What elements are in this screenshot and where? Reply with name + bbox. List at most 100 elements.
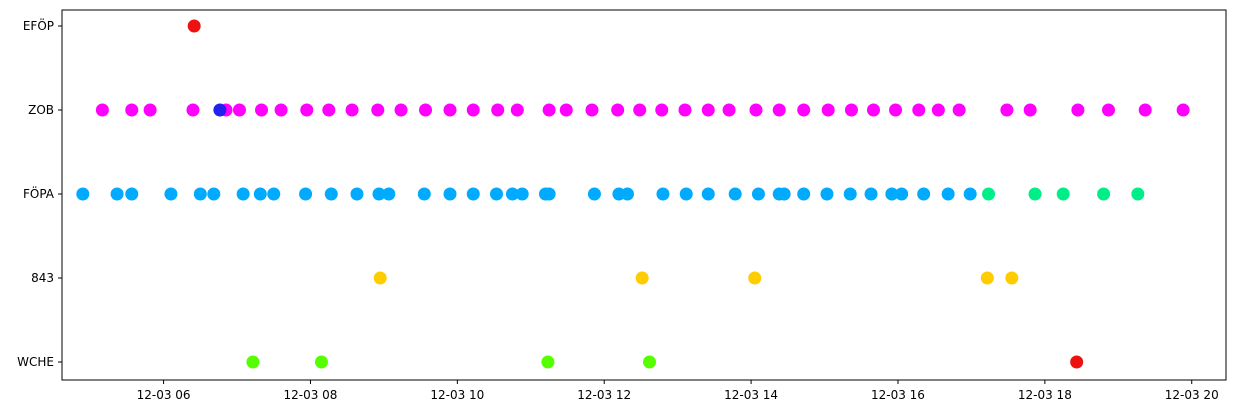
- data-point-fopa: [515, 187, 529, 201]
- data-point-zob: [186, 103, 200, 117]
- data-point-efop: [187, 19, 201, 33]
- data-point-fopa: [963, 187, 977, 201]
- data-point-zob: [772, 103, 786, 117]
- data-point-zob: [912, 103, 926, 117]
- plot-frame: [61, 9, 1227, 381]
- data-point-wche: [643, 355, 657, 369]
- data-point-zob: [232, 103, 246, 117]
- data-point-fopa: [679, 187, 693, 201]
- x-tick-label: 12-03 14: [724, 388, 778, 402]
- data-point-zob: [1176, 103, 1190, 117]
- data-point-843: [1005, 271, 1019, 285]
- data-point-fopa: [751, 187, 765, 201]
- data-point-fopa: [490, 187, 504, 201]
- data-point-843: [748, 271, 762, 285]
- data-point-fopa: [917, 187, 931, 201]
- x-tick-label: 12-03 08: [283, 388, 337, 402]
- data-point-zob: [633, 103, 647, 117]
- data-point-zob: [559, 103, 573, 117]
- data-point-zob: [701, 103, 715, 117]
- data-point-fopa: [110, 187, 124, 201]
- data-point-wche: [541, 355, 555, 369]
- data-point-fopa: [885, 187, 899, 201]
- data-point-fopa: [236, 187, 250, 201]
- data-point-fopa: [728, 187, 742, 201]
- data-point-fopa: [466, 187, 480, 201]
- data-point-fopa: [443, 187, 457, 201]
- data-point-wche: [1070, 355, 1084, 369]
- data-point-zob: [952, 103, 966, 117]
- data-point-wche: [314, 355, 328, 369]
- data-point-zob: [866, 103, 880, 117]
- data-point-zob: [889, 103, 903, 117]
- data-point-fopa: [382, 187, 396, 201]
- data-point-fopa: [864, 187, 878, 201]
- data-point-zob: [95, 103, 109, 117]
- data-point-zob: [844, 103, 858, 117]
- y-tick-label-fopa: FÖPA: [23, 185, 55, 201]
- y-tick-label-zob: ZOB: [28, 103, 54, 117]
- data-point-fopa: [253, 187, 267, 201]
- data-point-zob: [300, 103, 314, 117]
- data-point-zob: [931, 103, 945, 117]
- data-point-843: [373, 271, 387, 285]
- data-point-zob: [1071, 103, 1085, 117]
- data-point-fopa: [299, 187, 313, 201]
- data-point-zob: [1023, 103, 1037, 117]
- data-point-fopa: [76, 187, 90, 201]
- data-point-zob: [371, 103, 385, 117]
- data-point-zob: [274, 103, 288, 117]
- data-point-zob: [255, 103, 269, 117]
- data-point-fopa: [164, 187, 178, 201]
- data-point-zob: [491, 103, 505, 117]
- data-point-fopa: [193, 187, 207, 201]
- data-point-fopa: [620, 187, 634, 201]
- data-point-fopa: [125, 187, 139, 201]
- data-point-fopa: [207, 187, 221, 201]
- data-point-fopa: [656, 187, 670, 201]
- data-point-fopa: [350, 187, 364, 201]
- x-tick-label: 12-03 06: [137, 388, 191, 402]
- data-point-zob: [510, 103, 524, 117]
- data-point-zob: [443, 103, 457, 117]
- data-point-zob: [585, 103, 599, 117]
- data-point-fopa: [820, 187, 834, 201]
- data-point-fopa: [542, 187, 556, 201]
- y-tick-label-843: 843: [31, 271, 54, 285]
- data-point-zob: [678, 103, 692, 117]
- data-point-zob: [345, 103, 359, 117]
- data-point-fopa: [797, 187, 811, 201]
- data-point-zob: [1138, 103, 1152, 117]
- x-axis: 12-03 06 12-03 08 12-03 10 12-03 12 12-03 14…: [137, 380, 1219, 402]
- y-tick-label-wche: WCHE: [17, 355, 54, 369]
- data-point-fopa: [1131, 187, 1145, 201]
- data-point-zob: [1101, 103, 1115, 117]
- data-point-fopa: [1028, 187, 1042, 201]
- x-tick-label: 12-03 12: [577, 388, 631, 402]
- data-point-zob: [213, 103, 227, 117]
- data-point-fopa: [895, 187, 909, 201]
- data-point-zob: [125, 103, 139, 117]
- data-point-fopa: [372, 187, 386, 201]
- data-point-zob: [394, 103, 408, 117]
- data-point-843: [635, 271, 649, 285]
- data-point-wche: [246, 355, 260, 369]
- y-axis: WCHE 843 FÖPA ZOB EFÖP: [17, 17, 62, 369]
- data-point-zob: [821, 103, 835, 117]
- points-layer: [76, 19, 1190, 369]
- x-tick-label: 12-03 18: [1018, 388, 1072, 402]
- data-point-fopa: [505, 187, 519, 201]
- x-tick-label: 12-03 20: [1165, 388, 1219, 402]
- data-point-fopa: [982, 187, 996, 201]
- data-point-fopa: [941, 187, 955, 201]
- data-point-zob: [655, 103, 669, 117]
- data-point-fopa: [777, 187, 791, 201]
- data-point-zob: [143, 103, 157, 117]
- x-tick-label: 12-03 16: [871, 388, 925, 402]
- data-point-zob: [749, 103, 763, 117]
- data-point-fopa: [1097, 187, 1111, 201]
- data-point-fopa: [324, 187, 338, 201]
- data-point-fopa: [587, 187, 601, 201]
- data-point-fopa: [267, 187, 281, 201]
